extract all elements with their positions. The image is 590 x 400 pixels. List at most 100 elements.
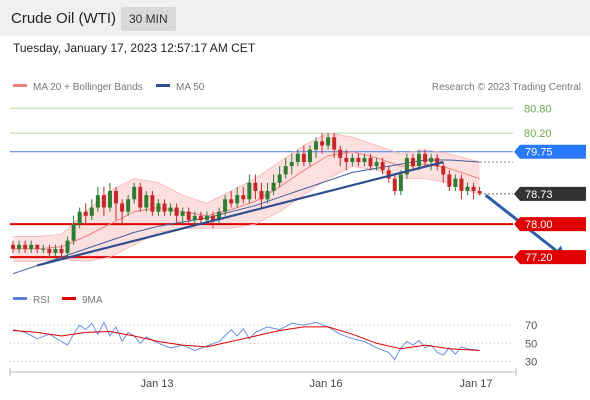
candle-body bbox=[186, 211, 191, 220]
credit-text: Research © 2023 Trading Central bbox=[432, 82, 581, 93]
candle bbox=[156, 199, 161, 216]
candle-body bbox=[423, 153, 428, 163]
legend-swatch-0 bbox=[13, 84, 27, 87]
candle-body bbox=[429, 157, 434, 163]
candle-body bbox=[192, 215, 197, 220]
candle-body bbox=[126, 199, 131, 212]
candle-body bbox=[168, 207, 173, 212]
candle-body bbox=[332, 137, 337, 150]
candle-body bbox=[95, 195, 100, 208]
candle bbox=[362, 153, 367, 167]
candle bbox=[101, 186, 106, 216]
candle bbox=[241, 186, 246, 204]
candle bbox=[380, 157, 385, 175]
candle-body bbox=[277, 174, 282, 183]
candle bbox=[162, 199, 167, 216]
candle bbox=[23, 240, 28, 254]
candle bbox=[223, 195, 228, 216]
candle-body bbox=[180, 211, 185, 216]
candle bbox=[53, 244, 58, 258]
candle-body bbox=[107, 191, 112, 208]
price-level-lines bbox=[10, 107, 513, 259]
price-label-box-4 bbox=[514, 217, 586, 232]
candle bbox=[126, 195, 131, 216]
candle-body bbox=[338, 149, 343, 158]
candle bbox=[71, 215, 76, 245]
candle-body bbox=[83, 211, 88, 216]
price-labels: 80.80 80.20 79.75 78.73 78.00 77.20 bbox=[514, 103, 586, 265]
price-label-5: 77.20 bbox=[525, 252, 553, 264]
rsi-legend-swatch-0 bbox=[13, 297, 27, 300]
candle-body bbox=[144, 195, 149, 208]
candle bbox=[17, 240, 22, 254]
bb-upper-line bbox=[13, 132, 480, 237]
candle bbox=[77, 207, 82, 229]
candle bbox=[429, 153, 434, 171]
rsi-legend-label-1: 9MA bbox=[82, 295, 103, 306]
candle-body bbox=[65, 240, 70, 254]
candle-body bbox=[41, 248, 46, 250]
candle bbox=[107, 182, 112, 212]
candle-body bbox=[453, 178, 458, 187]
candle bbox=[471, 182, 476, 200]
rsi-tick-2: 30 bbox=[525, 356, 537, 368]
candle-body bbox=[132, 186, 137, 200]
candle bbox=[350, 153, 355, 167]
candle-body bbox=[77, 211, 82, 225]
candle bbox=[301, 145, 306, 167]
candle-body bbox=[235, 195, 240, 204]
candle-body bbox=[114, 191, 119, 204]
candle-body bbox=[47, 248, 52, 254]
candle bbox=[35, 244, 40, 254]
candle bbox=[368, 153, 373, 171]
instrument-title: Crude Oil (WTI) bbox=[11, 10, 116, 27]
timestamp: Tuesday, January 17, 2023 12:57:17 AM CE… bbox=[13, 41, 256, 55]
candle bbox=[307, 145, 312, 167]
candle bbox=[435, 153, 440, 171]
rsi-tick-1: 50 bbox=[525, 338, 537, 350]
x-label-1: Jan 16 bbox=[309, 378, 342, 390]
bollinger-band bbox=[13, 133, 480, 262]
candle bbox=[83, 203, 88, 225]
candle bbox=[404, 153, 409, 179]
candle-body bbox=[374, 162, 379, 167]
candle bbox=[392, 174, 397, 196]
candle bbox=[138, 182, 143, 212]
candle bbox=[47, 244, 52, 258]
candle bbox=[217, 207, 222, 225]
rsi-panel: RSI 9MA 70 50 30 bbox=[10, 295, 537, 368]
candle-body bbox=[11, 244, 15, 249]
candle bbox=[41, 244, 46, 254]
candle-body bbox=[471, 186, 476, 191]
candle-body bbox=[435, 157, 440, 167]
timeframe-badge[interactable]: 30 MIN bbox=[121, 7, 176, 31]
candle bbox=[174, 203, 179, 225]
candle-body bbox=[356, 157, 361, 163]
price-label-0: 80.80 bbox=[524, 103, 552, 115]
chart-header: Crude Oil (WTI) 30 MIN bbox=[0, 0, 590, 36]
candle bbox=[265, 182, 270, 204]
candle-body bbox=[441, 166, 446, 175]
candle-body bbox=[404, 157, 409, 175]
candle-body bbox=[301, 153, 306, 163]
candle-body bbox=[35, 244, 40, 249]
candle bbox=[417, 149, 422, 171]
candle bbox=[253, 174, 258, 200]
candle bbox=[168, 203, 173, 216]
candles bbox=[11, 133, 482, 258]
legend-label-1: MA 50 bbox=[176, 82, 205, 93]
price-label-2: 79.75 bbox=[525, 147, 553, 159]
candle bbox=[459, 174, 464, 200]
rsi-line bbox=[12, 321, 480, 361]
candle-body bbox=[53, 248, 58, 254]
candle-body bbox=[101, 195, 106, 208]
candle-body bbox=[138, 186, 143, 208]
candle bbox=[120, 199, 125, 225]
candle bbox=[295, 149, 300, 167]
candle-body bbox=[410, 157, 415, 167]
candle-body bbox=[265, 191, 270, 200]
candle bbox=[410, 153, 415, 171]
trendline-0 bbox=[36, 160, 444, 267]
candle bbox=[344, 149, 349, 171]
